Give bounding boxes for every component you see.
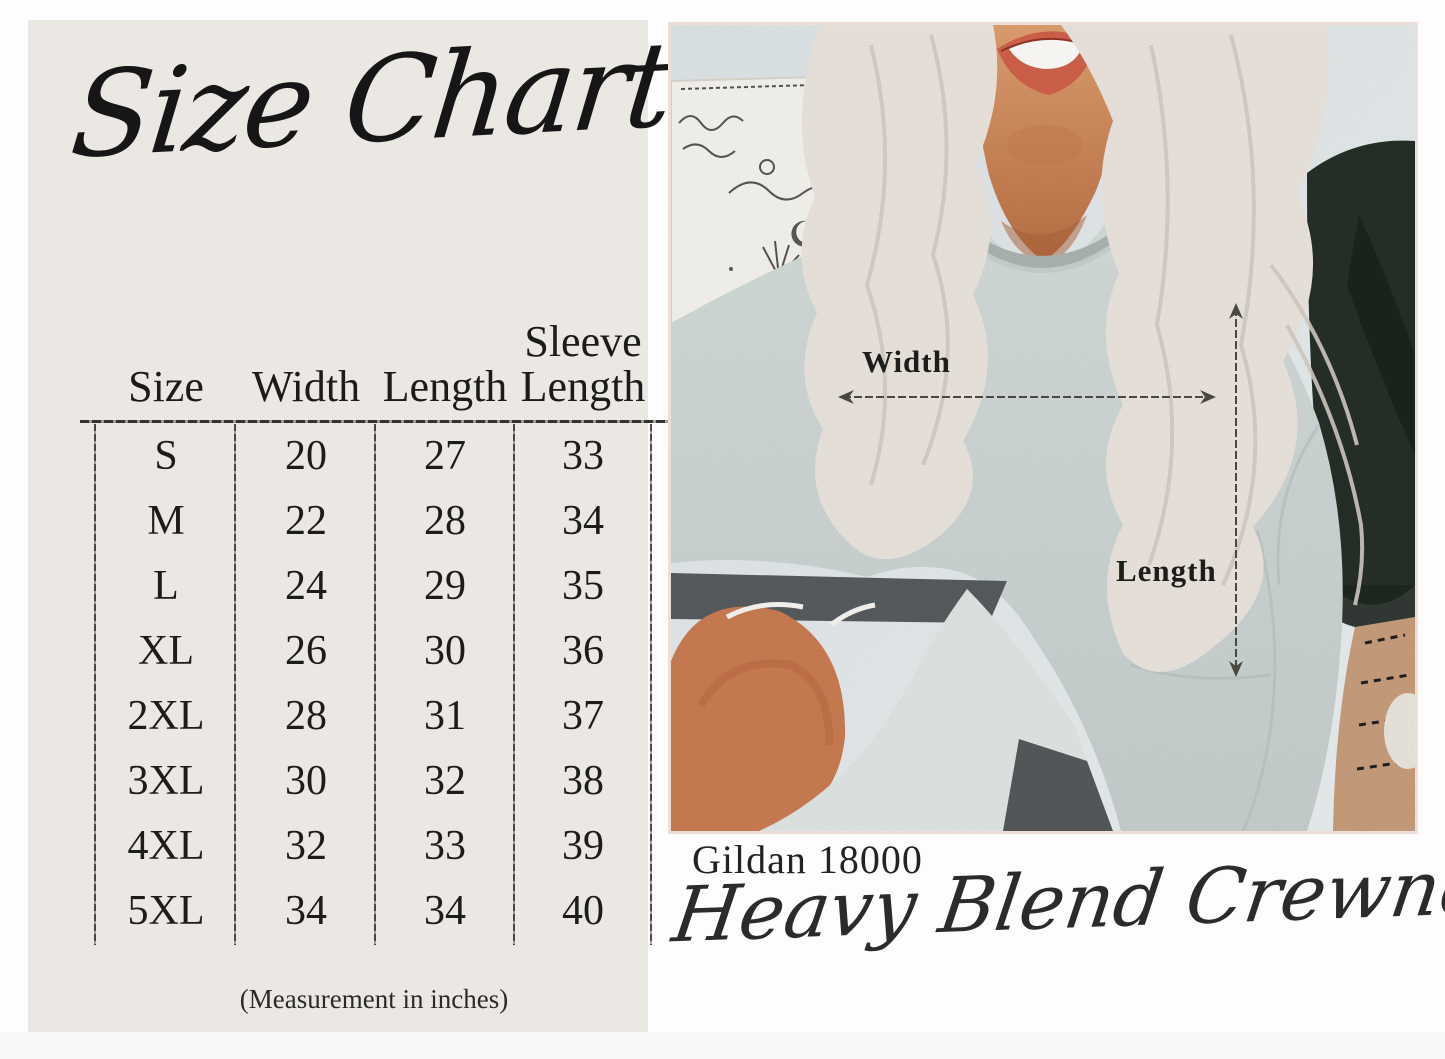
table-cell: 4XL [127, 822, 205, 869]
column-header-sleeve-length: Sleeve Length [520, 317, 646, 412]
product-photo-illustration [671, 25, 1415, 831]
table-cell: 31 [424, 693, 466, 739]
product-model-number: Gildan 18000 [692, 837, 923, 882]
table-cell: 35 [562, 563, 604, 610]
table-border-left [94, 424, 96, 945]
table-header-divider [80, 420, 674, 423]
photo-grain [671, 25, 1415, 831]
column-header-width: Width [251, 362, 361, 412]
measurement-units-note: (Measurement in inches) [239, 984, 509, 1014]
table-cell: M [147, 498, 185, 545]
table-cell: 26 [285, 628, 327, 675]
width-measurement-label: Width [862, 344, 951, 379]
table-cell: 34 [562, 498, 604, 545]
table-cell: 39 [562, 822, 604, 869]
table-cell: 3XL [127, 757, 205, 804]
product-photo [668, 22, 1418, 834]
column-header-length: Length [382, 362, 508, 412]
table-cell: 20 [285, 433, 327, 480]
table-border-right [650, 424, 652, 945]
table-header-row: Size Width Length Sleeve Length [96, 308, 652, 418]
bottom-margin [0, 1032, 1445, 1059]
table-divider-3 [513, 424, 515, 945]
table-cell: 2XL [127, 693, 205, 739]
table-divider-1 [234, 424, 236, 945]
table-cell: 29 [424, 563, 466, 610]
table-cell: L [153, 563, 179, 610]
table-cell: 36 [562, 628, 604, 675]
table-cell: 28 [285, 693, 327, 739]
table-cell: 27 [424, 433, 466, 480]
length-measurement-label: Length [1116, 553, 1217, 588]
size-chart-panel: Size Chart Size Width Length Sleeve Leng… [28, 15, 678, 1032]
table-cell: S [154, 433, 178, 480]
table-divider-2 [374, 424, 376, 945]
size-table-body: S 20 27 33 M 22 28 34 L 24 29 35 XL 26 3… [96, 424, 652, 943]
page-title: Size Chart [65, 14, 678, 185]
table-cell: 37 [562, 693, 604, 739]
table-cell: 30 [285, 757, 327, 804]
table-cell: 24 [285, 563, 327, 610]
table-cell: 33 [562, 433, 604, 480]
table-cell: 33 [424, 822, 466, 869]
table-cell: 32 [424, 757, 466, 804]
column-header-size: Size [128, 362, 204, 412]
table-cell: 28 [424, 498, 466, 545]
table-cell: 34 [285, 887, 327, 934]
table-cell: 22 [285, 498, 327, 545]
table-cell: 34 [424, 887, 466, 934]
table-cell: 30 [424, 628, 466, 675]
table-cell: 32 [285, 822, 327, 869]
table-cell: XL [138, 628, 194, 675]
table-cell: 38 [562, 757, 604, 804]
table-cell: 40 [562, 887, 604, 934]
table-cell: 5XL [127, 887, 205, 934]
